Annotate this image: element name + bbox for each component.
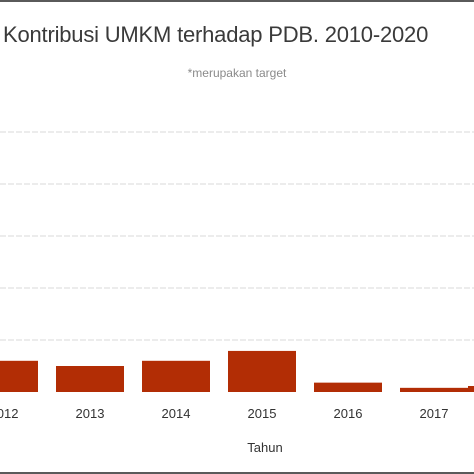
bar-2016[interactable] (314, 382, 382, 392)
bar-2012[interactable] (0, 360, 38, 392)
bar-partial-next (468, 386, 474, 392)
x-tick-label-2017: 2017 (420, 406, 449, 421)
x-tick-label-2014: 2014 (162, 406, 191, 421)
bar-2015[interactable] (228, 350, 296, 392)
bar-2014[interactable] (142, 360, 210, 392)
bar-2013[interactable] (56, 366, 124, 392)
x-tick-label-2015: 2015 (248, 406, 277, 421)
bar-2017[interactable] (400, 387, 468, 392)
x-tick-label-2016: 2016 (334, 406, 363, 421)
x-axis-label: Tahun (247, 440, 283, 455)
chart-subtitle: *merupakan target (187, 66, 287, 80)
x-tick-label-2012: 2012 (0, 406, 18, 421)
x-tick-label-2013: 2013 (76, 406, 105, 421)
chart-title: Kontribusi UMKM terhadap PDB. 2010-2020 (3, 22, 429, 47)
